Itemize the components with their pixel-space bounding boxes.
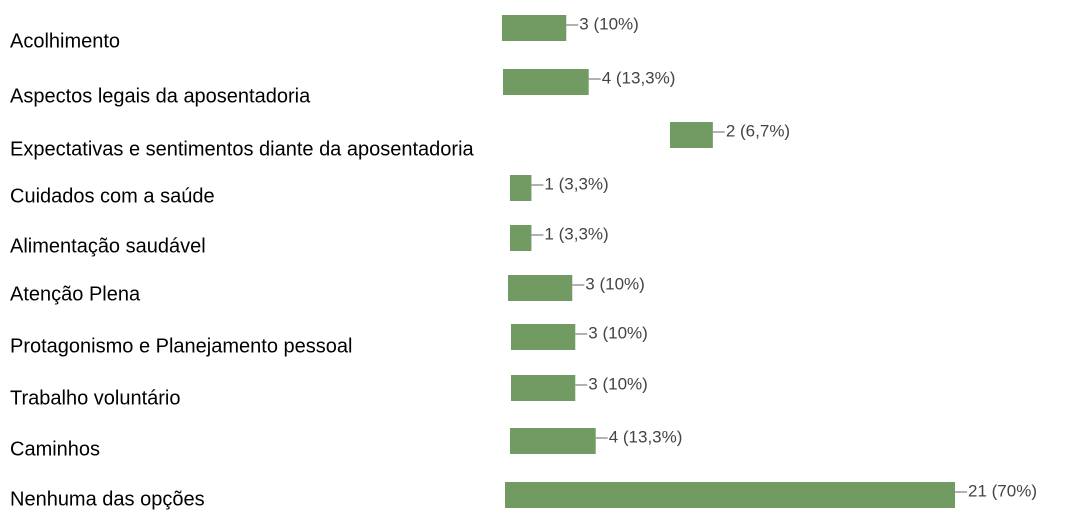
value-label: 3 (10%)	[585, 274, 645, 293]
value-label: 2 (6,7%)	[726, 121, 790, 140]
category-label: Aspectos legais da aposentadoria	[10, 85, 311, 107]
value-label: 1 (3,3%)	[544, 174, 608, 193]
bar	[503, 69, 589, 95]
bar	[502, 15, 567, 41]
bar	[510, 428, 596, 454]
value-label: 3 (10%)	[588, 323, 648, 342]
bar	[510, 225, 532, 251]
value-label: 4 (13,3%)	[609, 427, 683, 446]
value-label: 1 (3,3%)	[544, 224, 608, 243]
category-label: Expectativas e sentimentos diante da apo…	[10, 138, 475, 160]
bar	[505, 482, 955, 508]
bar	[511, 324, 576, 350]
category-label: Acolhimento	[10, 30, 120, 52]
category-label: Trabalho voluntário	[10, 387, 180, 409]
bar	[510, 175, 532, 201]
value-label: 3 (10%)	[579, 14, 639, 33]
category-label: Nenhuma das opções	[10, 488, 205, 510]
value-label: 21 (70%)	[968, 481, 1037, 500]
value-label: 3 (10%)	[588, 374, 648, 393]
bar	[508, 275, 573, 301]
value-label: 4 (13,3%)	[602, 68, 676, 87]
bar	[511, 375, 576, 401]
category-label: Cuidados com a saúde	[10, 185, 215, 207]
category-label: Alimentação saudável	[10, 235, 206, 257]
category-label: Caminhos	[10, 438, 100, 460]
bar	[670, 122, 713, 148]
category-label: Protagonismo e Planejamento pessoal	[10, 335, 352, 357]
category-label: Atenção Plena	[10, 283, 141, 305]
